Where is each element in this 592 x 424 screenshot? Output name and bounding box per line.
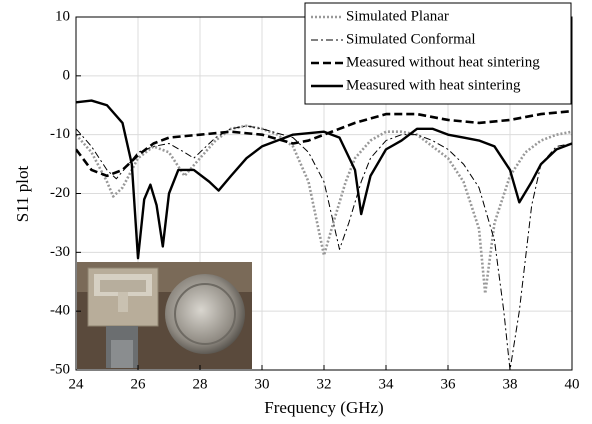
series-line [76,109,572,178]
x-axis-label: Frequency (GHz) [264,398,383,417]
x-tick-label: 36 [441,376,457,392]
legend: Simulated Planar Simulated Conformal Measu… [304,2,572,105]
series-line [76,125,572,370]
y-tick-label: -20 [50,185,70,201]
y-axis-label: S11 plot [13,165,32,222]
y-tick-label: -10 [50,126,70,142]
x-tick-label: 24 [69,376,85,392]
x-tick-label: 26 [131,376,147,392]
x-tick-label: 38 [503,376,518,392]
x-tick-label: 30 [255,376,270,392]
y-tick-label: 0 [63,67,71,83]
series-line [76,99,572,260]
inset-photo [77,262,252,369]
legend-box [304,2,572,105]
y-tick-label: -40 [50,303,70,319]
y-tick-label: -30 [50,244,70,260]
y-tick-label: -50 [50,361,70,377]
x-tick-label: 40 [565,376,580,392]
lines [76,99,572,370]
legend-label: Simulated Planar [346,8,449,24]
x-tick-label: 32 [317,376,332,392]
legend-label: Measured without heat sintering [346,54,540,70]
legend-label: Measured with heat sintering [346,77,521,93]
legend-label: Simulated Conformal [346,31,476,47]
x-tick-label: 28 [193,376,208,392]
y-tick-label: 10 [55,8,70,24]
x-tick-label: 34 [379,376,395,392]
